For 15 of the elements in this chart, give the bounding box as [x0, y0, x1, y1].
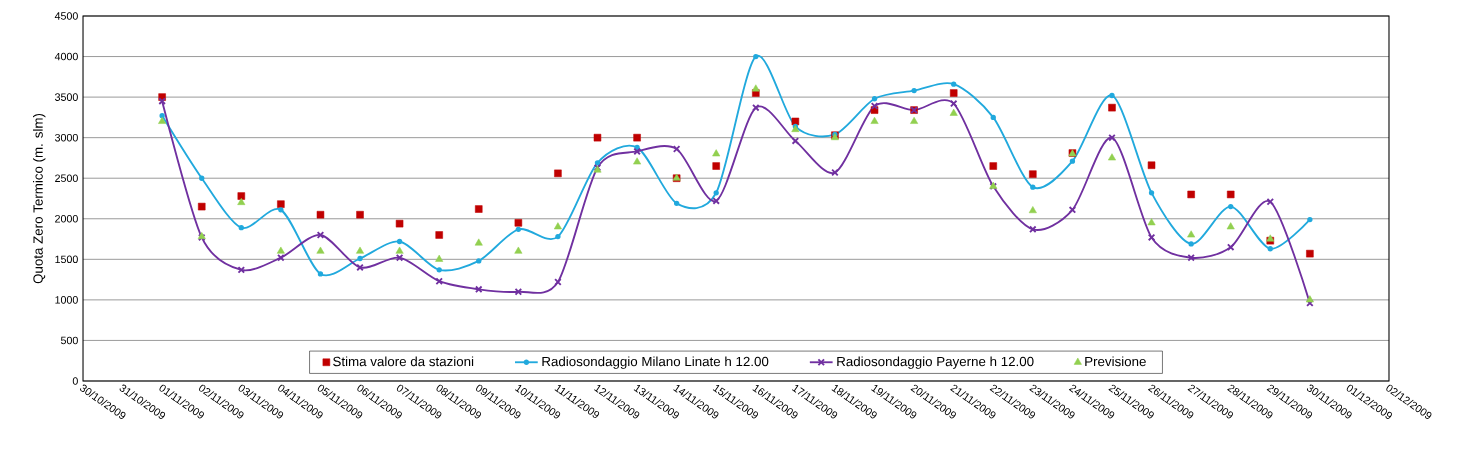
- y-tick-label: 3000: [54, 133, 78, 142]
- y-tick-label: 4500: [54, 12, 78, 20]
- legend-label: Radiosondaggio Milano Linate h 12.00: [542, 356, 769, 369]
- y-tick-label: 0: [72, 377, 78, 385]
- y-tick-label: 2000: [55, 215, 78, 223]
- legend-label: Previsione: [1085, 356, 1146, 367]
- y-axis-title: Quota Zero Termico (m. slm): [33, 113, 46, 284]
- y-tick-label: 3500: [54, 93, 78, 101]
- y-tick-label: 1000: [55, 296, 78, 304]
- y-tick-label: 1500: [55, 255, 78, 264]
- y-tick-label: 500: [60, 336, 78, 345]
- y-tick-label: 4000: [54, 52, 78, 61]
- y-tick-label: 2500: [55, 174, 78, 182]
- legend-label: Stima valore da stazioni: [333, 356, 474, 367]
- legend-label: Radiosondaggio Payerne h 12.00: [837, 356, 1034, 369]
